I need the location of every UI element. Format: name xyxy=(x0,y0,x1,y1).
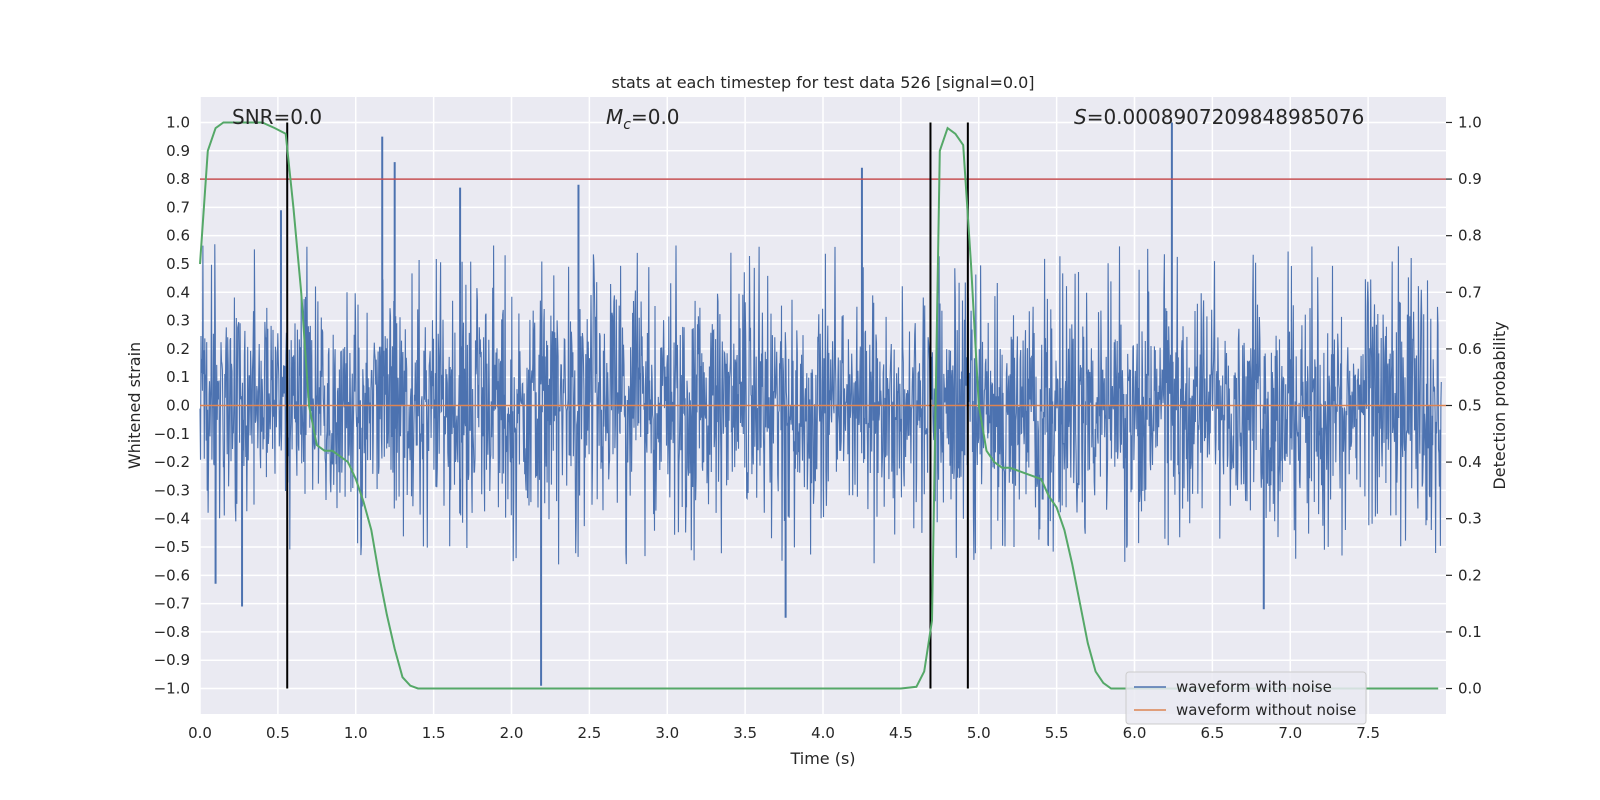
y-left-tick-label: 0.6 xyxy=(166,227,190,245)
x-tick-label: 3.5 xyxy=(733,724,757,742)
x-tick-label: 7.5 xyxy=(1356,724,1380,742)
chart-title: stats at each timestep for test data 526… xyxy=(611,73,1034,92)
y-left-tick-label: −0.8 xyxy=(154,623,190,641)
y-right-tick-label: 0.2 xyxy=(1458,566,1482,584)
y-left-tick-label: −0.9 xyxy=(154,651,190,669)
y-left-tick-label: 0.0 xyxy=(166,397,190,415)
x-tick-label: 1.0 xyxy=(344,724,368,742)
y-right-tick-label: 1.0 xyxy=(1458,113,1482,131)
y-left-tick-label: 0.2 xyxy=(166,340,190,358)
y-left-tick-label: 1.0 xyxy=(166,113,190,131)
y-left-tick-label: −0.7 xyxy=(154,595,190,613)
x-tick-label: 1.5 xyxy=(422,724,446,742)
legend-box xyxy=(1125,671,1367,725)
y-right-tick-label: 0.5 xyxy=(1458,397,1482,415)
annotation-s-value: =0.0008907209848985076 xyxy=(1087,105,1365,129)
noise-spikes xyxy=(214,122,1265,686)
x-tick-label: 0.0 xyxy=(188,724,212,742)
x-tick-label: 2.0 xyxy=(500,724,524,742)
y-right-tick-label: 0.1 xyxy=(1458,623,1482,641)
y-right-tick-label: 0.4 xyxy=(1458,453,1482,471)
legend-label-waveform-with-noise: waveform with noise xyxy=(1176,678,1332,696)
x-tick-label: 6.0 xyxy=(1123,724,1147,742)
annotation-chirp-mass-subscript: c xyxy=(623,117,631,133)
y-left-tick-label: −0.3 xyxy=(154,481,190,499)
y-left-axis-ticks: 1.0 0.9 0.8 0.7 0.6 0.5 0.4 0.3 0.2 0.1 0.0 −0.1 −0.… xyxy=(154,113,190,697)
y-left-tick-label: 0.1 xyxy=(166,368,190,386)
x-tick-label: 5.0 xyxy=(967,724,991,742)
x-tick-label: 0.5 xyxy=(266,724,290,742)
y-right-tick-label: 0.9 xyxy=(1458,170,1482,188)
y-right-axis-ticks: 1.0 0.9 0.8 0.7 0.6 0.5 0.4 0.3 0.2 0.1 0.0 xyxy=(1446,113,1482,698)
y-left-tick-label: −0.6 xyxy=(154,566,190,584)
y-left-tick-label: 0.3 xyxy=(166,312,190,330)
y-left-tick-label: 0.4 xyxy=(166,283,190,301)
x-tick-label: 2.5 xyxy=(577,724,601,742)
annotation-chirp-mass: Mc=0.0 xyxy=(606,105,680,133)
y-left-axis-label: Whitened strain xyxy=(125,342,144,469)
y-left-tick-label: −0.1 xyxy=(154,425,190,443)
annotation-chirp-mass-symbol: M xyxy=(606,105,623,129)
y-left-tick-label: 0.9 xyxy=(166,142,190,160)
y-right-tick-label: 0.3 xyxy=(1458,510,1482,528)
y-right-tick-label: 0.7 xyxy=(1458,283,1482,301)
legend: waveform with noise waveform without noi… xyxy=(1125,671,1367,725)
series-detection-probability xyxy=(199,121,1439,690)
x-axis-label: Time (s) xyxy=(789,749,855,768)
y-left-tick-label: −0.2 xyxy=(154,453,190,471)
x-tick-label: 5.5 xyxy=(1045,724,1069,742)
x-tick-label: 6.5 xyxy=(1200,724,1224,742)
y-left-tick-label: 0.5 xyxy=(166,255,190,273)
y-right-tick-label: 0.8 xyxy=(1458,227,1482,245)
legend-label-waveform-without-noise: waveform without noise xyxy=(1176,701,1356,719)
x-tick-label: 3.0 xyxy=(655,724,679,742)
y-right-tick-label: 0.0 xyxy=(1458,680,1482,698)
x-tick-label: 4.0 xyxy=(811,724,835,742)
y-right-tick-label: 0.6 xyxy=(1458,340,1482,358)
annotation-s: S=0.0008907209848985076 xyxy=(1074,105,1364,129)
y-left-tick-label: −1.0 xyxy=(154,680,190,698)
x-tick-label: 7.0 xyxy=(1278,724,1302,742)
series-waveform-with-noise xyxy=(199,244,1442,565)
annotation-chirp-mass-value: =0.0 xyxy=(631,105,680,129)
y-left-tick-label: −0.4 xyxy=(154,510,190,528)
y-left-tick-label: 0.7 xyxy=(166,198,190,216)
y-right-axis-label: Detection probability xyxy=(1490,321,1509,489)
y-left-tick-label: −0.5 xyxy=(154,538,190,556)
x-tick-label: 4.5 xyxy=(889,724,913,742)
x-axis-ticks: 0.0 0.5 1.0 1.5 2.0 2.5 3.0 3.5 4.0 4.5 5.0 5.5 6.0 6… xyxy=(188,724,1380,742)
y-left-tick-label: 0.8 xyxy=(166,170,190,188)
annotation-s-symbol: S xyxy=(1074,105,1087,129)
annotation-snr: SNR=0.0 xyxy=(232,105,322,129)
